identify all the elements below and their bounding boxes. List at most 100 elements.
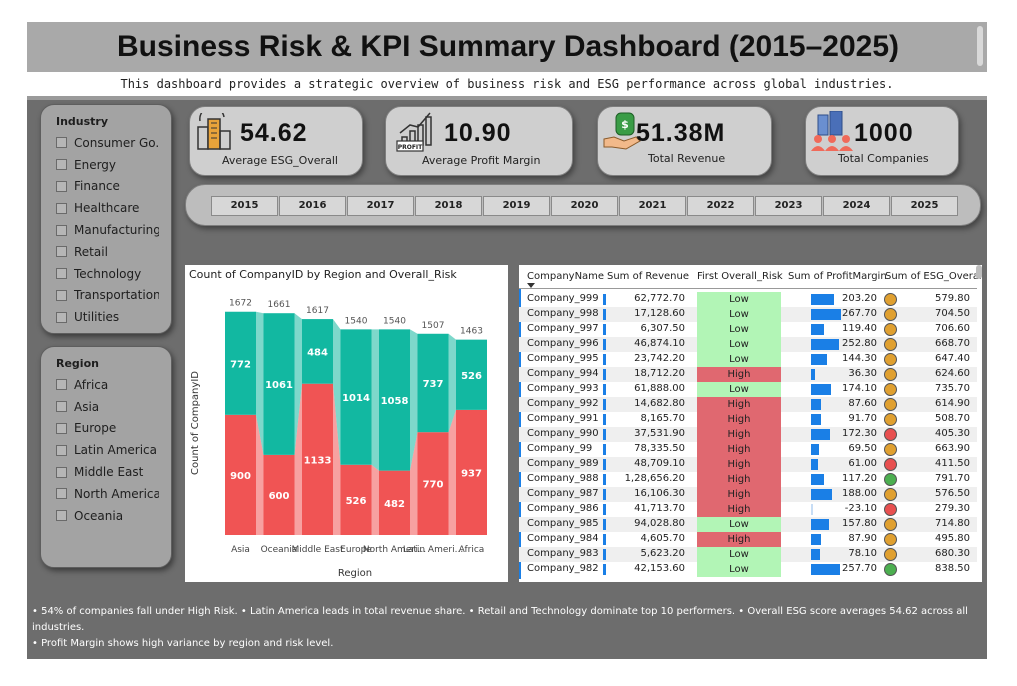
table-row[interactable]: Company_992 14,682.80 High 87.60 614.90 [519, 397, 977, 412]
year-button[interactable]: 2016 [279, 196, 346, 216]
sort-down-icon[interactable] [527, 283, 535, 288]
table-row[interactable]: Company_984 4,605.70 High 87.90 495.80 [519, 532, 977, 547]
checkbox[interactable] [56, 422, 67, 434]
year-button[interactable]: 2023 [755, 196, 822, 216]
industry-item[interactable]: Utilities [56, 306, 159, 328]
cell-profit: 117.20 [842, 473, 877, 484]
cell-esg: 663.90 [935, 443, 970, 454]
kpi-card-revenue[interactable]: $ 51.38M Total Revenue [597, 106, 772, 176]
checkbox[interactable] [56, 202, 67, 214]
kpi-card-companies[interactable]: 1000 Total Companies [805, 106, 959, 176]
table-row[interactable]: Company_986 41,713.70 High -23.10 279.30 [519, 502, 977, 517]
checkbox[interactable] [56, 510, 67, 522]
ribbon-high [294, 383, 302, 535]
svg-text:PROFIT: PROFIT [398, 144, 423, 151]
col-header-company[interactable]: CompanyName [527, 271, 605, 282]
checkbox[interactable] [56, 466, 67, 478]
kpi-card-profit[interactable]: PROFIT 10.90 Average Profit Margin [385, 106, 573, 176]
risk-by-region-chart[interactable]: 900 772 1672 Asia 600 1061 1661 Oceania 1133 484 1… [185, 265, 508, 582]
year-button[interactable]: 2015 [211, 196, 278, 216]
year-button[interactable]: 2021 [619, 196, 686, 216]
industry-item[interactable]: Transportation [56, 285, 159, 307]
kpi-card-esg[interactable]: 54.62 Average ESG_Overall [189, 106, 363, 176]
industry-item[interactable]: Healthcare [56, 197, 159, 219]
checkbox[interactable] [56, 401, 67, 413]
checkbox[interactable] [56, 137, 67, 149]
table-row[interactable]: Company_988 1,28,656.20 High 117.20 791.70 [519, 472, 977, 487]
region-item[interactable]: North America [56, 483, 159, 505]
year-button[interactable]: 2024 [823, 196, 890, 216]
year-button[interactable]: 2022 [687, 196, 754, 216]
checkbox[interactable] [56, 224, 67, 236]
cell-risk: Low [697, 517, 781, 532]
company-table[interactable]: CompanyName Sum of Revenue First Overall… [519, 265, 982, 582]
year-button[interactable]: 2019 [483, 196, 550, 216]
cell-risk: High [697, 457, 781, 472]
esg-status-icon [884, 443, 897, 456]
cell-profit: 157.80 [842, 518, 877, 529]
industry-item[interactable]: Finance [56, 176, 159, 198]
cell-company: Company_996 [527, 338, 599, 349]
checkbox[interactable] [56, 268, 67, 280]
table-row[interactable]: Company_999 62,772.70 Low 203.20 579.80 [519, 292, 977, 307]
table-row[interactable]: Company_99 78,335.50 High 69.50 663.90 [519, 442, 977, 457]
table-row[interactable]: Company_996 46,874.10 Low 252.80 668.70 [519, 337, 977, 352]
industry-item[interactable]: Retail [56, 241, 159, 263]
data-label-total: 1540 [383, 316, 406, 326]
industry-item[interactable]: Manufacturing [56, 219, 159, 241]
kpi-label-revenue: Total Revenue [648, 152, 726, 165]
industry-item-label: Finance [74, 179, 120, 194]
table-row[interactable]: Company_994 18,712.20 High 36.30 624.60 [519, 367, 977, 382]
table-scrollbar[interactable] [976, 265, 982, 279]
cell-esg: 508.70 [935, 413, 970, 424]
year-button[interactable]: 2017 [347, 196, 414, 216]
col-header-esg[interactable]: Sum of ESG_Overall [885, 271, 982, 282]
checkbox[interactable] [56, 444, 67, 456]
checkbox[interactable] [56, 159, 67, 171]
ribbon-high [410, 432, 418, 535]
col-header-revenue[interactable]: Sum of Revenue [607, 271, 689, 282]
year-button[interactable]: 2018 [415, 196, 482, 216]
ribbon-high [256, 414, 264, 535]
table-row[interactable]: Company_983 5,623.20 Low 78.10 680.30 [519, 547, 977, 562]
table-row[interactable]: Company_982 42,153.60 Low 257.70 838.50 [519, 562, 977, 577]
table-row[interactable]: Company_991 8,165.70 High 91.70 508.70 [519, 412, 977, 427]
table-row[interactable]: Company_985 94,028.80 Low 157.80 714.80 [519, 517, 977, 532]
cell-revenue: 94,028.80 [634, 518, 685, 529]
region-item[interactable]: Latin America [56, 439, 159, 461]
checkbox[interactable] [56, 180, 67, 192]
region-item[interactable]: Middle East [56, 461, 159, 483]
region-item[interactable]: Europe [56, 418, 159, 440]
table-row[interactable]: Company_995 23,742.20 Low 144.30 647.40 [519, 352, 977, 367]
table-row[interactable]: Company_993 61,888.00 Low 174.10 735.70 [519, 382, 977, 397]
table-row[interactable]: Company_997 6,307.50 Low 119.40 706.60 [519, 322, 977, 337]
title-scrollbar[interactable] [977, 26, 983, 66]
checkbox[interactable] [56, 311, 67, 323]
region-item[interactable]: Asia [56, 396, 159, 418]
region-item[interactable]: Oceania [56, 505, 159, 527]
checkbox[interactable] [56, 488, 67, 500]
industry-item[interactable]: Consumer Go... [56, 132, 159, 154]
checkbox[interactable] [56, 379, 67, 391]
cell-profit: 257.70 [842, 563, 877, 574]
col-header-risk[interactable]: First Overall_Risk [697, 271, 783, 282]
year-button[interactable]: 2025 [891, 196, 958, 216]
cell-profit: 119.40 [842, 323, 877, 334]
checkbox[interactable] [56, 246, 67, 258]
profit-databar [811, 504, 813, 515]
table-row[interactable]: Company_987 16,106.30 High 188.00 576.50 [519, 487, 977, 502]
year-button[interactable]: 2020 [551, 196, 618, 216]
table-row[interactable]: Company_989 48,709.10 High 61.00 411.50 [519, 457, 977, 472]
table-row[interactable]: Company_998 17,128.60 Low 267.70 704.50 [519, 307, 977, 322]
region-item[interactable]: Africa [56, 374, 159, 396]
data-label-total: 1463 [460, 327, 483, 337]
col-header-profit[interactable]: Sum of ProfitMargin [788, 271, 887, 282]
y-axis-title: Count of CompanyID [190, 371, 201, 475]
table-row[interactable]: Company_990 37,531.90 High 172.30 405.30 [519, 427, 977, 442]
x-tick-label: Asia [231, 545, 250, 555]
industry-item[interactable]: Energy [56, 154, 159, 176]
x-tick-label: Africa [459, 545, 485, 555]
checkbox[interactable] [56, 289, 67, 301]
cell-esg: 576.50 [935, 488, 970, 499]
industry-item[interactable]: Technology [56, 263, 159, 285]
